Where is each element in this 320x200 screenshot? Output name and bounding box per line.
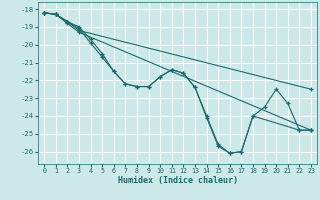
X-axis label: Humidex (Indice chaleur): Humidex (Indice chaleur) (118, 176, 238, 185)
